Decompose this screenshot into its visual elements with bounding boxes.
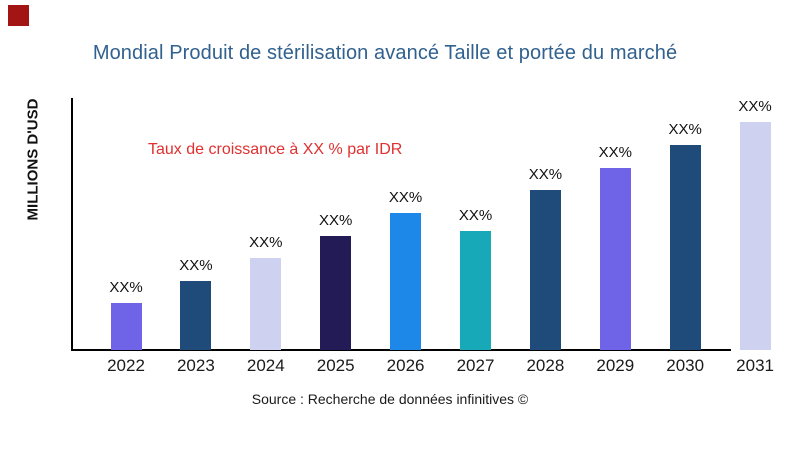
bar-value-label-2022: XX% <box>109 279 143 296</box>
bar-value-label-2027: XX% <box>458 207 493 224</box>
x-tick-label-2025: 2025 <box>316 356 355 375</box>
brand-logo-square <box>8 5 29 26</box>
x-tick-label-2028: 2028 <box>526 356 565 375</box>
x-tick-label-2027: 2027 <box>456 356 495 375</box>
bar-2028 <box>529 190 561 350</box>
bar-value-label-2023: XX% <box>179 257 213 274</box>
growth-rate-annotation: Taux de croissance à XX % par IDR <box>148 141 403 158</box>
x-axis-line <box>72 349 731 351</box>
bar-2029 <box>599 168 631 350</box>
bar-value-label-2031: XX% <box>738 98 772 115</box>
bar-value-label-2025: XX% <box>319 212 353 229</box>
bar-value-label-2029: XX% <box>598 144 632 161</box>
bar-value-label-2028: XX% <box>528 166 563 183</box>
x-tick-label-2031: 2031 <box>736 356 774 375</box>
y-axis-line <box>71 98 73 351</box>
x-tick-label-2030: 2030 <box>666 356 705 375</box>
bar-value-label-2024: XX% <box>249 234 283 251</box>
x-tick-label-2022: 2022 <box>107 356 145 375</box>
bar-value-label-2030: XX% <box>668 121 702 138</box>
x-tick-label-2024: 2024 <box>246 356 285 375</box>
bar-2031 <box>739 122 771 350</box>
bar-2024 <box>250 258 282 350</box>
bar-2030 <box>669 145 701 350</box>
source-note: Source : Recherche de données infinitive… <box>251 391 529 407</box>
bar-2023 <box>180 281 212 350</box>
bar-2022 <box>110 303 142 350</box>
chart-title: Mondial Produit de stérilisation avancé … <box>92 42 678 64</box>
bar-2025 <box>320 236 352 350</box>
bar-value-label-2026: XX% <box>388 189 423 206</box>
bar-2026 <box>390 213 422 350</box>
x-tick-label-2026: 2026 <box>386 356 425 375</box>
x-tick-label-2029: 2029 <box>596 356 635 375</box>
x-tick-label-2023: 2023 <box>176 356 215 375</box>
bar-2027 <box>460 231 491 350</box>
y-axis-title: MILLIONS D'USD <box>24 98 42 221</box>
